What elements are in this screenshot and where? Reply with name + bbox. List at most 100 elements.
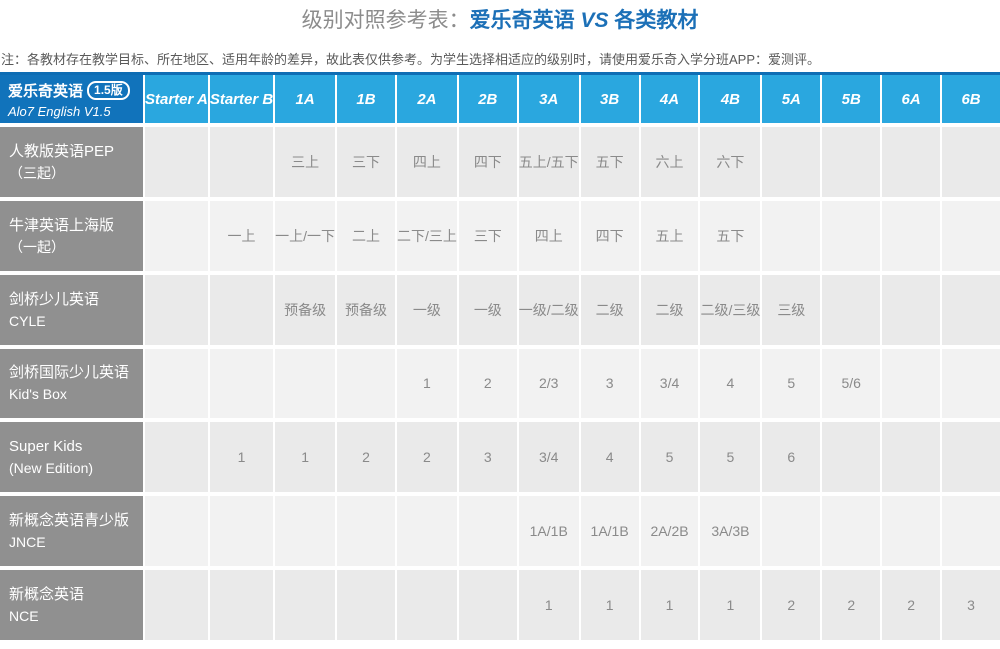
row-label: 新概念英语 NCE — [0, 570, 143, 640]
level-cell: 一级 — [396, 274, 457, 345]
level-cell: 六下 — [700, 127, 761, 197]
level-cell — [145, 570, 208, 640]
level-cell: 2 — [458, 348, 517, 419]
level-cell — [458, 570, 517, 640]
level-cell: 1 — [396, 348, 457, 419]
level-cell — [882, 200, 941, 271]
level-cell — [822, 127, 881, 197]
level-cell — [275, 496, 336, 567]
row-label-line2: （一起） — [9, 238, 65, 255]
page: 级别对照参考表：爱乐奇英语 VS 各类教材 注：各教材存在教学目标、所在地区、适… — [0, 7, 1000, 649]
level-cell — [822, 496, 881, 567]
brand-cn: 爱乐奇英语 — [8, 82, 84, 100]
level-cell — [145, 274, 208, 345]
row-label-line1: 人教版英语PEP — [9, 142, 115, 160]
row-label-line2: Kid's Box — [9, 386, 67, 403]
level-cell: 5 — [762, 348, 821, 419]
level-cell — [942, 496, 1000, 567]
level-cell: 五上 — [640, 200, 699, 271]
level-cell: 1A/1B — [518, 496, 579, 567]
level-header-5b: 5B — [822, 75, 881, 123]
level-cell — [209, 496, 274, 567]
level-cell: 二级/三级 — [700, 274, 761, 345]
level-cell: 2 — [882, 570, 941, 640]
level-header-6a: 6A — [882, 75, 941, 123]
row-label-line2: JNCE — [9, 534, 46, 551]
row-label-line2: （三起） — [9, 164, 65, 181]
level-header-starter-a: Starter A — [145, 75, 208, 123]
level-cell: 4 — [580, 422, 639, 493]
level-cell: 2 — [337, 422, 395, 493]
row-label-line1: 剑桥少儿英语 — [9, 290, 100, 308]
level-cell — [337, 570, 395, 640]
level-cell: 三级 — [762, 274, 821, 345]
title-suffix: 各类教材 — [608, 9, 699, 32]
level-cell — [275, 570, 336, 640]
level-header-starter-b: Starter B — [209, 75, 274, 123]
level-cell — [882, 127, 941, 197]
row-label-line1: 牛津英语上海版 — [9, 216, 115, 234]
level-cell: 2 — [762, 570, 821, 640]
level-header-4a: 4A — [640, 75, 699, 123]
title-prefix: 级别对照参考表： — [301, 9, 470, 32]
row-label-line2: (New Edition) — [9, 460, 94, 477]
title-brand: 爱乐奇英语 — [469, 9, 581, 32]
level-cell: 3 — [458, 422, 517, 493]
level-cell — [396, 496, 457, 567]
level-cell — [209, 127, 274, 197]
level-cell: 1 — [209, 422, 274, 493]
level-cell — [942, 422, 1000, 493]
row-label-line1: 新概念英语青少版 — [9, 512, 130, 530]
level-cell: 二下/三上 — [396, 200, 457, 271]
level-cell: 四下 — [580, 200, 639, 271]
level-cell — [209, 348, 274, 419]
page-title: 级别对照参考表：爱乐奇英语 VS 各类教材 — [0, 7, 1000, 35]
level-cell: 5/6 — [822, 348, 881, 419]
level-cell — [942, 200, 1000, 271]
level-cell: 5 — [640, 422, 699, 493]
level-cell: 2 — [396, 422, 457, 493]
level-cell: 4 — [700, 348, 761, 419]
level-cell — [145, 496, 208, 567]
version-badge: 1.5版 — [87, 80, 130, 100]
level-cell — [209, 274, 274, 345]
level-cell: 一级 — [458, 274, 517, 345]
level-cell: 二上 — [337, 200, 395, 271]
level-cell — [822, 422, 881, 493]
level-header-3b: 3B — [580, 75, 639, 123]
level-cell: 2 — [822, 570, 881, 640]
level-cell: 3/4 — [640, 348, 699, 419]
level-cell: 1A/1B — [580, 496, 639, 567]
level-cell — [882, 496, 941, 567]
level-cell — [822, 274, 881, 345]
level-cell: 2A/2B — [640, 496, 699, 567]
level-cell: 3A/3B — [700, 496, 761, 567]
level-cell: 三上 — [275, 127, 336, 197]
level-cell: 二级 — [640, 274, 699, 345]
level-cell — [942, 348, 1000, 419]
level-header-6b: 6B — [942, 75, 1000, 123]
level-cell — [882, 274, 941, 345]
level-cell: 1 — [580, 570, 639, 640]
row-label: 新概念英语青少版 JNCE — [0, 496, 143, 567]
level-cell: 3 — [942, 570, 1000, 640]
note-text: 注：各教材存在教学目标、所在地区、适用年龄的差异，故此表仅供参考。为学生选择相适… — [1, 52, 821, 67]
level-cell: 二级 — [580, 274, 639, 345]
level-cell: 一级/二级 — [518, 274, 579, 345]
level-cell — [275, 348, 336, 419]
header-brand-cell: 爱乐奇英语 1.5版 Alo7 English V1.5 — [0, 75, 143, 123]
row-label: 牛津英语上海版 （一起） — [0, 200, 143, 271]
level-cell — [145, 127, 208, 197]
level-cell — [209, 570, 274, 640]
level-cell — [396, 570, 457, 640]
row-label-line1: 新概念英语 — [9, 586, 85, 604]
level-cell: 1 — [640, 570, 699, 640]
level-header-3a: 3A — [518, 75, 579, 123]
level-cell: 四上 — [396, 127, 457, 197]
level-cell — [762, 496, 821, 567]
level-header-5a: 5A — [762, 75, 821, 123]
level-cell — [882, 348, 941, 419]
level-cell — [762, 200, 821, 271]
level-cell: 六上 — [640, 127, 699, 197]
level-cell — [337, 348, 395, 419]
